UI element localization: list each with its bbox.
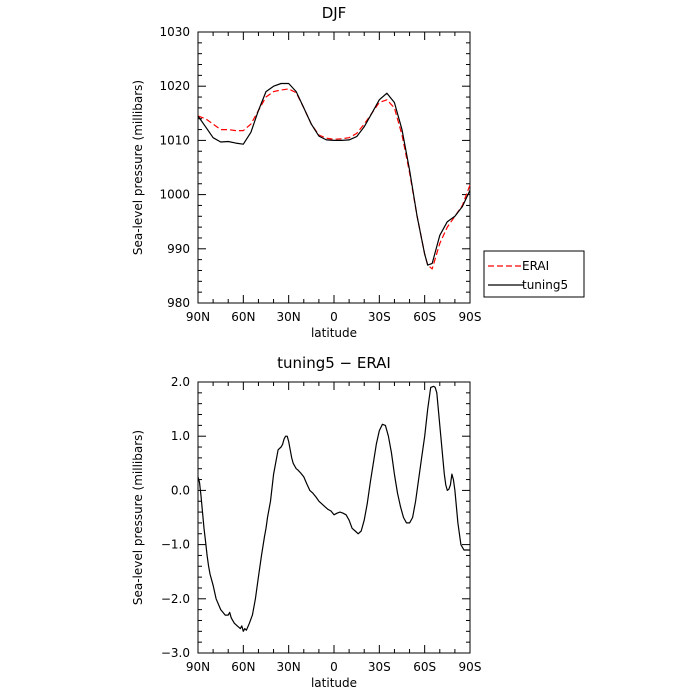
- x-tick-label: 0: [330, 660, 338, 674]
- x-tick-label: 30N: [277, 310, 301, 324]
- y-tick-label: 1000: [159, 188, 190, 202]
- y-axis-label: Sea-level pressure (millibars): [131, 80, 145, 255]
- legend-label-erai: ERAI: [522, 259, 549, 273]
- chart-title: tuning5 − ERAI: [277, 354, 391, 372]
- djf-chart: 90N 60N 30N 0 30S 60S 90S 980 990 1000 1010 1020 103…: [131, 4, 585, 340]
- series-line-erai: [197, 88, 471, 270]
- y-tick-label: −3.0: [161, 646, 190, 660]
- plot-frame: [197, 381, 471, 654]
- y-tick-label: 2.0: [171, 375, 190, 389]
- x-tick-label: 30S: [368, 660, 391, 674]
- x-axis-label: latitude: [311, 326, 357, 340]
- plot-frame: [197, 31, 471, 304]
- x-tick-label: 60N: [231, 660, 255, 674]
- x-tick-label: 90N: [186, 310, 210, 324]
- y-tick-label: 0.0: [171, 483, 190, 497]
- y-axis-label: Sea-level pressure (millibars): [131, 430, 145, 605]
- x-tick-label: 60S: [413, 660, 436, 674]
- legend-label-tuning5: tuning5: [522, 278, 568, 292]
- y-tick-label: −2.0: [161, 592, 190, 606]
- x-tick-label: 30N: [277, 660, 301, 674]
- y-tick-label: 990: [167, 242, 190, 256]
- x-tick-label: 60S: [413, 310, 436, 324]
- legend-box: [483, 250, 585, 298]
- y-tick-label: 1020: [159, 79, 190, 93]
- y-tick-label: −1.0: [161, 538, 190, 552]
- y-tick-label: 1.0: [171, 429, 190, 443]
- x-tick-label: 60N: [231, 310, 255, 324]
- x-tick-label: 90N: [186, 660, 210, 674]
- x-tick-label: 90S: [459, 660, 482, 674]
- y-tick-label: 1030: [159, 25, 190, 39]
- series-line-tuning5: [197, 82, 471, 266]
- y-tick-label: 980: [167, 296, 190, 310]
- x-tick-label: 30S: [368, 310, 391, 324]
- series-line-difference: [197, 385, 470, 632]
- difference-chart: 90N 60N 30N 0 30S 60S 90S −3.0 −2.0 −1.0 0.0 1.0 2.0…: [131, 354, 481, 690]
- y-tick-label: 1010: [159, 133, 190, 147]
- x-tick-label: 90S: [459, 310, 482, 324]
- x-tick-label: 0: [330, 310, 338, 324]
- chart-title: DJF: [322, 4, 347, 22]
- x-axis-label: latitude: [311, 676, 357, 690]
